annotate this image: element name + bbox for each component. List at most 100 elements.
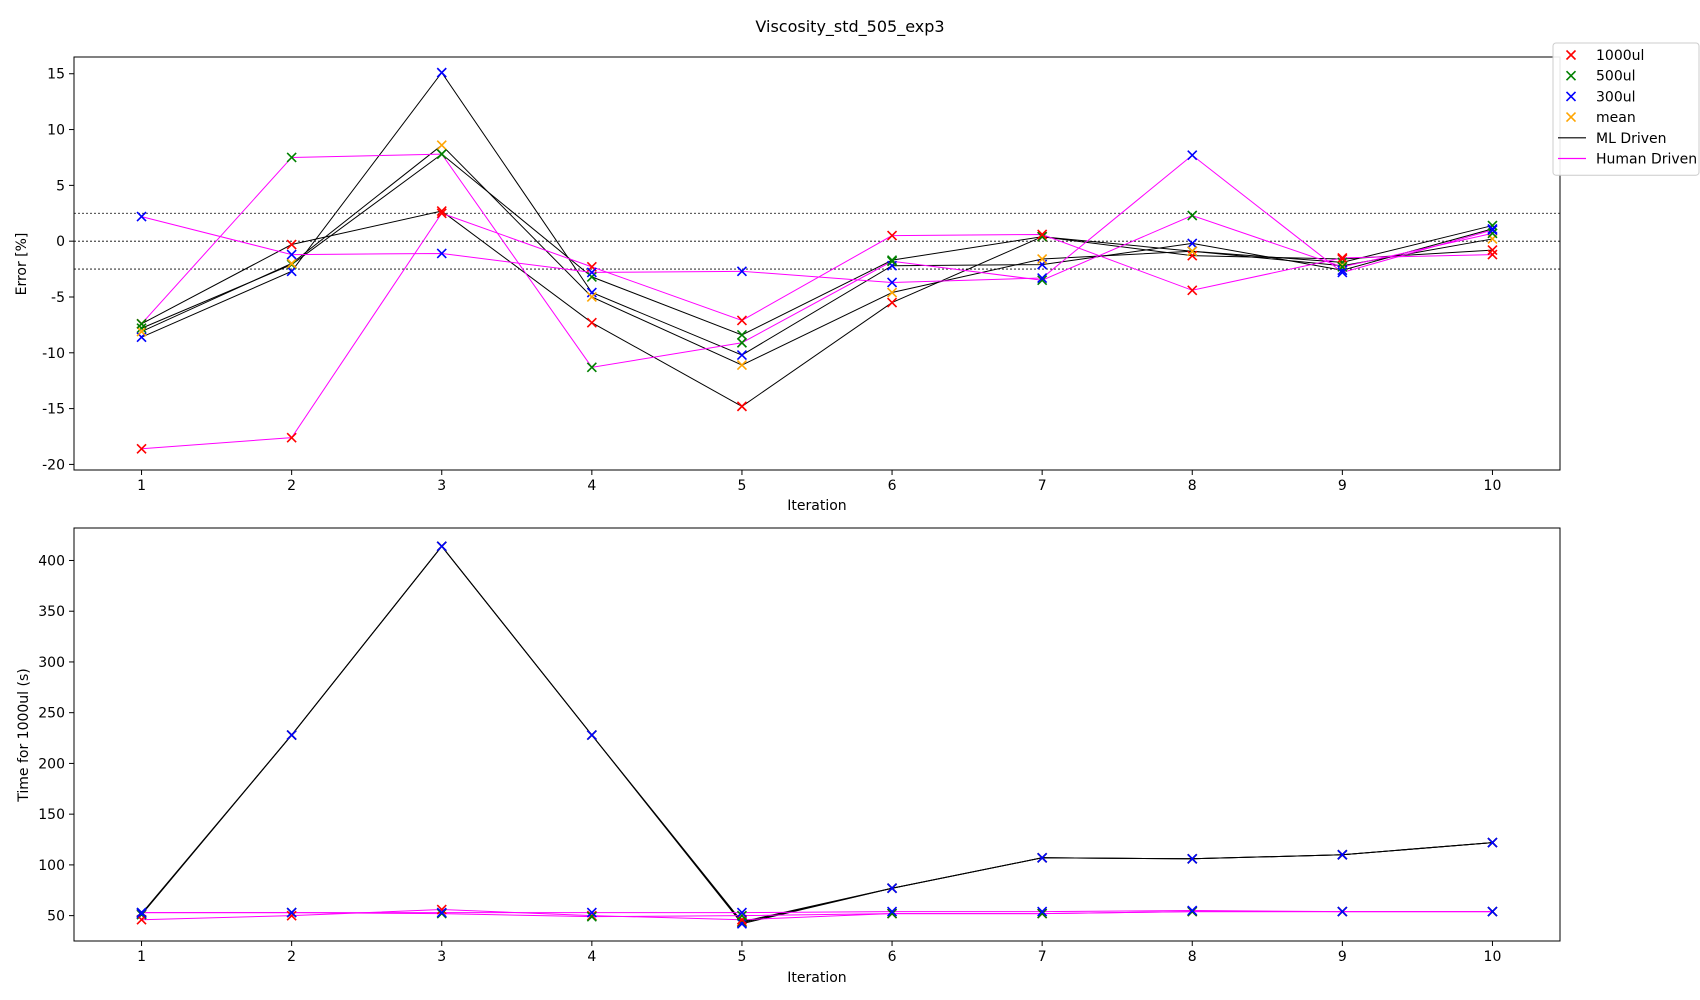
time-human-line-c500ul	[141, 911, 1493, 918]
error-ytick-label: 5	[56, 178, 65, 194]
time-human-line-c300ul	[141, 910, 1493, 914]
time-ml-point-c300ul	[1187, 853, 1198, 864]
time-xtick-label: 6	[888, 949, 897, 965]
time-human-point-c300ul	[736, 907, 748, 918]
time-ml-point-c300ul	[286, 729, 297, 741]
error-ml-point-c1000ul	[886, 297, 898, 308]
error-xtick-label: 5	[737, 478, 746, 494]
error-ml-point-c300ul	[436, 67, 447, 78]
error-human-point-c1000ul	[886, 230, 898, 241]
time-ytick-label: 150	[38, 807, 65, 823]
time-xtick-label: 3	[437, 949, 446, 965]
error-human-line-c500ul	[141, 153, 1493, 368]
time-xtick-label: 5	[737, 949, 746, 965]
time-ml-point-c300ul	[1337, 849, 1348, 860]
error-human-point-c1000ul	[286, 432, 297, 443]
time-chart-xlabel: Iteration	[787, 970, 846, 986]
time-axes-frame	[73, 527, 1561, 942]
error-human-point-c500ul	[736, 337, 748, 348]
error-ml-point-c500ul	[1487, 220, 1498, 231]
time-human-point-c300ul	[1037, 906, 1048, 917]
error-human-point-c300ul	[736, 266, 748, 277]
error-ml-point-c300ul	[886, 260, 898, 271]
error-ml-point-mean	[286, 258, 297, 269]
legend-label: mean	[1596, 110, 1636, 126]
time-xtick-label: 4	[587, 949, 596, 965]
error-ml-point-mean	[1187, 246, 1198, 257]
legend-marker-c300ul	[1565, 91, 1577, 102]
error-ml-point-mean	[136, 326, 147, 337]
error-ml-line-c1000ul	[141, 210, 1493, 407]
time-human-point-c500ul	[586, 911, 597, 922]
error-ml-point-c300ul	[286, 266, 297, 277]
error-human-point-c1000ul	[436, 208, 447, 219]
time-xtick-label: 9	[1338, 949, 1347, 965]
error-ytick-label: -5	[51, 290, 65, 306]
error-ml-point-c300ul	[1337, 265, 1348, 276]
error-chart-ylabel: Error [%]	[14, 233, 30, 296]
error-ml-line-c300ul	[141, 71, 1493, 356]
error-human-point-c500ul	[1487, 228, 1498, 239]
error-human-point-c500ul	[1037, 275, 1048, 286]
error-human-point-c500ul	[886, 256, 898, 267]
error-ml-point-c1000ul	[736, 401, 748, 412]
legend-label: 1000ul	[1596, 48, 1644, 64]
error-human-point-c300ul	[1037, 272, 1048, 284]
time-ml-point-c300ul	[1487, 837, 1498, 848]
error-human-point-c300ul	[586, 267, 597, 278]
error-ml-point-c1000ul	[286, 239, 297, 250]
time-ml-line-c1000ul	[141, 545, 1493, 923]
error-human-point-c300ul	[1487, 224, 1498, 236]
error-ml-point-mean	[586, 291, 597, 303]
legend-label: 500ul	[1596, 69, 1635, 85]
time-ml-point-c300ul	[436, 541, 447, 552]
time-human-point-c300ul	[136, 907, 147, 918]
time-ml-line-c300ul	[141, 545, 1493, 925]
error-ytick-label: -15	[42, 402, 65, 418]
error-human-point-c500ul	[586, 362, 597, 373]
time-ytick-label: 200	[38, 756, 65, 772]
error-xtick-label: 4	[587, 478, 596, 494]
error-human-point-c500ul	[436, 149, 447, 160]
error-chart-xlabel: Iteration	[787, 498, 846, 514]
time-chart-ylabel: Time for 1000ul (s)	[16, 668, 32, 802]
legend-label: Human Driven	[1596, 152, 1697, 168]
error-human-point-c300ul	[886, 277, 898, 288]
error-ml-point-mean	[886, 287, 898, 298]
error-ml-point-c300ul	[1187, 238, 1198, 249]
error-human-line-c300ul	[141, 154, 1493, 283]
time-human-point-c1000ul	[436, 904, 447, 915]
error-ytick-label: 15	[47, 67, 65, 83]
time-ytick-label: 350	[38, 604, 65, 620]
error-xtick-label: 1	[137, 478, 146, 494]
error-ml-point-mean	[736, 360, 748, 371]
time-human-point-c300ul	[436, 907, 447, 918]
error-chart: Iteration Error [%] 1 2 3 4 5 6 7 8 9 10 -20 -15 -10…	[14, 56, 1561, 514]
error-ml-point-c300ul	[586, 287, 597, 298]
time-human-point-c300ul	[1187, 905, 1198, 916]
error-ytick-label: 0	[56, 234, 65, 250]
error-human-point-c300ul	[286, 249, 297, 260]
error-xtick-label: 9	[1338, 478, 1347, 494]
time-ytick-label: 400	[38, 553, 65, 569]
error-ml-line-mean	[141, 144, 1493, 366]
legend-marker-c500ul	[1565, 70, 1577, 81]
error-ml-point-c1000ul	[586, 317, 597, 328]
error-ml-point-c300ul	[736, 349, 748, 361]
time-human-point-c300ul	[286, 907, 297, 918]
legend-label: 300ul	[1596, 89, 1635, 105]
legend-frame	[1552, 42, 1700, 176]
error-ml-point-c1000ul	[1187, 250, 1198, 261]
time-xtick-label: 10	[1484, 949, 1502, 965]
error-human-point-c300ul	[1337, 267, 1348, 278]
legend-marker-c1000ul	[1565, 49, 1577, 61]
figure-title: Viscosity_std_505_exp3	[755, 17, 944, 37]
time-human-point-c300ul	[1487, 906, 1498, 917]
time-human-point-c500ul	[736, 910, 748, 921]
time-ytick-label: 50	[47, 909, 65, 925]
error-ytick-label: -20	[42, 457, 65, 473]
error-ml-point-mean	[436, 140, 447, 151]
error-ml-point-c500ul	[136, 323, 147, 334]
error-human-point-c1000ul	[1487, 249, 1498, 260]
error-ml-line-c500ul	[141, 153, 1493, 336]
